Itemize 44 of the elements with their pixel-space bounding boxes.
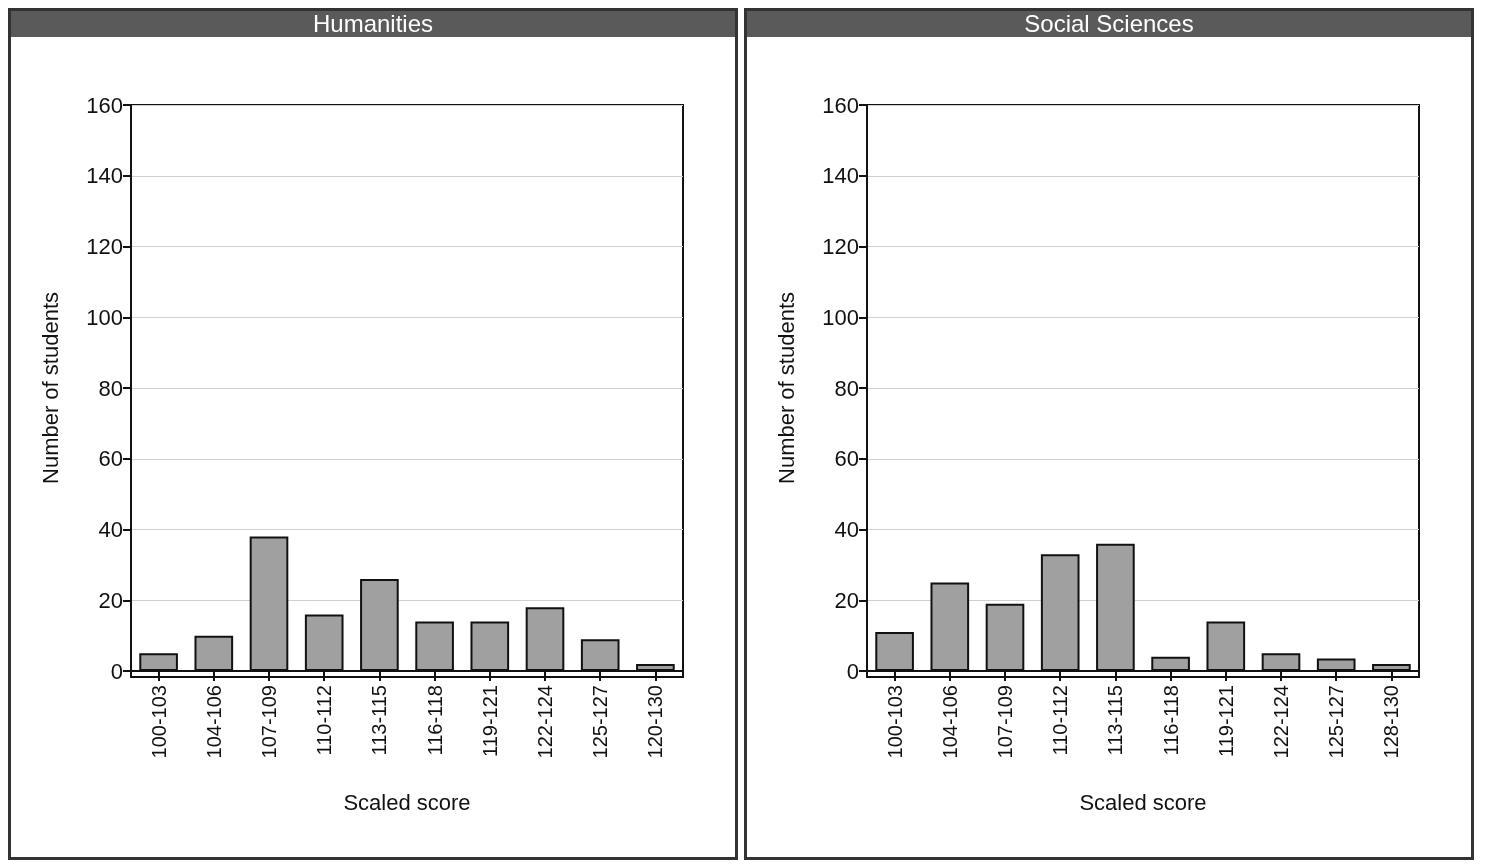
y-tick-label: 140 bbox=[86, 163, 123, 189]
x-tick-label: 125-127 bbox=[589, 685, 612, 759]
y-tick-label: 80 bbox=[98, 375, 123, 401]
x-tick-label: 100-103 bbox=[883, 685, 906, 759]
x-tick-label: 104-106 bbox=[202, 685, 225, 759]
x-tick-label: 107-109 bbox=[994, 685, 1016, 759]
x-tick-label: 116-118 bbox=[1159, 685, 1182, 756]
x-tick-label: 107-109 bbox=[258, 685, 280, 759]
x-tick-label: 119-121 bbox=[478, 685, 501, 757]
x-tick-label: 116-118 bbox=[423, 685, 446, 756]
y-tick-label: 160 bbox=[86, 92, 123, 118]
chart-title: Humanities bbox=[11, 10, 735, 37]
x-tick-label: 119-121 bbox=[1214, 685, 1237, 757]
x-tick-label: 120-130 bbox=[644, 685, 667, 759]
x-axis-title: Scaled score bbox=[343, 789, 471, 815]
x-tick-label: 122-124 bbox=[1270, 685, 1292, 759]
y-tick-label: 20 bbox=[98, 587, 123, 613]
y-tick-label: 60 bbox=[834, 446, 859, 472]
x-tick-label: 113-115 bbox=[1104, 685, 1127, 756]
y-axis-title: Number of students bbox=[37, 292, 63, 484]
x-tick-label: 104-106 bbox=[938, 685, 961, 759]
y-tick-label: 0 bbox=[110, 658, 123, 684]
x-tick-label: 110-112 bbox=[313, 685, 336, 756]
y-tick-label: 100 bbox=[86, 304, 123, 330]
y-tick-label: 100 bbox=[822, 304, 859, 330]
chart-title: Social Sciences bbox=[747, 10, 1471, 37]
x-tick-label: 100-103 bbox=[147, 685, 170, 759]
x-tick-label: 113-115 bbox=[368, 685, 391, 756]
y-tick-label: 40 bbox=[834, 517, 859, 542]
y-tick-label: 60 bbox=[98, 446, 123, 472]
y-tick-label: 40 bbox=[98, 517, 123, 542]
x-tick-label: 110-112 bbox=[1049, 685, 1072, 756]
x-tick-label: 122-124 bbox=[534, 685, 556, 759]
y-tick-label: 120 bbox=[86, 234, 123, 259]
y-tick-label: 160 bbox=[822, 92, 859, 118]
x-tick-label: 128-130 bbox=[1380, 685, 1403, 759]
x-axis-title: Scaled score bbox=[1079, 789, 1207, 815]
y-tick-label: 140 bbox=[822, 163, 859, 189]
y-tick-label: 20 bbox=[834, 587, 859, 613]
y-tick-label: 80 bbox=[834, 375, 859, 401]
x-tick-label: 125-127 bbox=[1325, 685, 1348, 759]
y-axis-title: Number of students bbox=[773, 292, 799, 484]
y-tick-label: 120 bbox=[822, 234, 859, 259]
y-tick-label: 0 bbox=[846, 658, 859, 684]
